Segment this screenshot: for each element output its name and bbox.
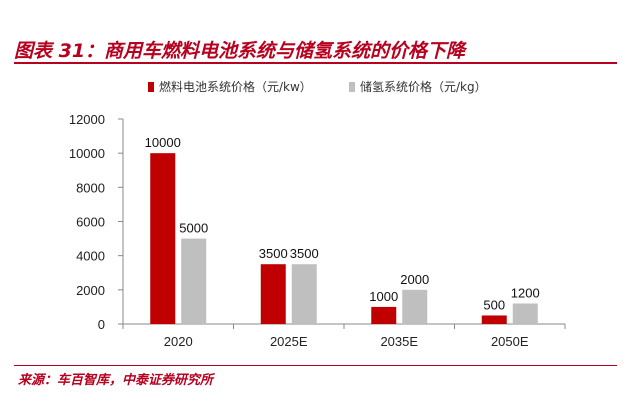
bar-chart: 燃料电池系统价格（元/kw） 储氢系统价格（元/kg） 0 2000 4000 6000 8… — [69, 79, 566, 349]
data-label: 1000 — [369, 289, 398, 304]
y-tick-label: 0 — [98, 317, 105, 332]
legend-label-2: 储氢系统价格（元/kg） — [360, 79, 487, 94]
y-tick-label: 4000 — [76, 249, 105, 264]
data-label: 3500 — [259, 246, 288, 261]
legend-swatch-2 — [349, 82, 355, 92]
x-tick-label: 2025E — [270, 334, 308, 349]
y-tick-label: 8000 — [76, 180, 105, 195]
bar-series-2 — [181, 238, 207, 324]
bar-series-1 — [150, 153, 176, 324]
data-label: 5000 — [179, 221, 208, 236]
legend-label-1: 燃料电池系统价格（元/kw） — [159, 79, 312, 94]
x-tick-label: 2050E — [491, 334, 529, 349]
legend-swatch-1 — [148, 82, 154, 92]
bar-series-1 — [481, 315, 507, 324]
x-tick-label: 2020 — [164, 334, 193, 349]
bottom-rule — [14, 365, 617, 366]
bar-series-2 — [402, 289, 428, 324]
source-label: 来源： — [18, 373, 58, 388]
source-line: 来源：车百智库，中泰证券研究所 — [18, 369, 213, 388]
bar-series-1 — [371, 306, 397, 324]
bar-series-2 — [512, 303, 538, 324]
y-tick-label: 2000 — [76, 283, 105, 298]
title-rule — [14, 62, 617, 64]
data-label: 10000 — [145, 135, 181, 150]
data-label: 2000 — [400, 272, 429, 287]
y-tick-label: 6000 — [76, 215, 105, 230]
source-text: 车百智库，中泰证券研究所 — [57, 373, 214, 388]
y-tick-label: 10000 — [69, 146, 105, 161]
data-label: 500 — [483, 297, 505, 312]
x-tick-label: 2035E — [380, 334, 418, 349]
data-label: 3500 — [290, 246, 319, 261]
bar-series-1 — [260, 264, 286, 324]
figure-title: 图表 31：商用车燃料电池系统与储氢系统的价格下降 — [14, 40, 466, 62]
y-tick-label: 12000 — [69, 112, 105, 127]
data-label: 1200 — [511, 286, 540, 301]
bar-series-2 — [291, 264, 317, 324]
